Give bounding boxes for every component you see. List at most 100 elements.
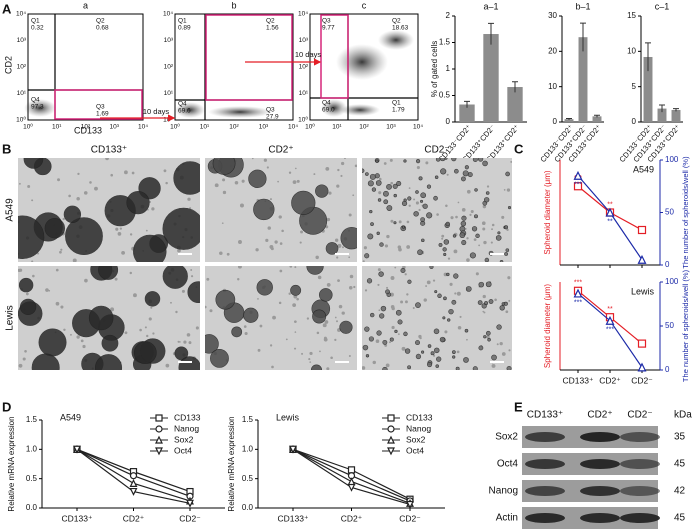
debris (432, 354, 436, 357)
debris (255, 248, 259, 252)
debris (226, 252, 230, 256)
spheroid (375, 180, 382, 186)
debris (398, 220, 402, 224)
legend-marker (155, 414, 163, 422)
y-tick-label: 10³ (17, 37, 27, 44)
x-axis-label: CD133 (74, 125, 102, 135)
debris (289, 266, 293, 268)
debris (32, 274, 35, 278)
debris (363, 246, 367, 250)
data-point (637, 225, 647, 235)
spheroid (315, 184, 329, 198)
debris (338, 304, 343, 309)
debris (470, 209, 474, 214)
spheroid (451, 299, 457, 305)
protein-label: Sox2 (495, 432, 518, 443)
spheroid (503, 225, 509, 230)
debris (446, 173, 449, 176)
debris (473, 238, 477, 241)
x-tick-label: 10⁴ (413, 124, 423, 131)
spheroid (98, 266, 119, 280)
significance: *** (574, 299, 582, 306)
debris (124, 331, 128, 335)
spheroid (18, 215, 45, 259)
spheroid (393, 193, 397, 198)
x-tick-label: CD2⁻ (179, 513, 201, 523)
spheroid (415, 158, 421, 164)
lane-label: CD2⁺ (587, 410, 612, 421)
debris (150, 306, 153, 309)
y-tick-label: 10² (164, 64, 174, 71)
band (620, 513, 660, 523)
debris (175, 310, 178, 314)
debris (507, 276, 511, 280)
y-tick-label: 10⁴ (163, 11, 173, 18)
y-tick-label: 1.5 (439, 38, 451, 47)
debris (270, 247, 274, 251)
spheroid (472, 158, 478, 162)
debris (271, 365, 274, 369)
y-tick-label: 1.0 (242, 444, 254, 453)
debris (165, 363, 170, 368)
legend-marker (387, 414, 395, 422)
spheroid (382, 339, 388, 345)
debris (441, 234, 445, 238)
spheroid (392, 183, 398, 189)
data-point (573, 182, 583, 191)
lane-label: CD133⁺ (527, 410, 563, 421)
x-tick-label: CD2⁻ (399, 513, 421, 523)
debris (131, 171, 135, 175)
spheroid (362, 344, 369, 351)
debris (292, 303, 297, 307)
debris (129, 271, 133, 275)
micrograph (205, 158, 357, 262)
data-point (129, 487, 138, 496)
spheroid (23, 158, 44, 169)
debris (324, 320, 329, 324)
debris (406, 220, 410, 224)
debris (426, 280, 431, 285)
debris (447, 257, 451, 260)
y-tick-label: 0.5 (242, 474, 254, 483)
quadrant-name: Q2 (392, 18, 401, 25)
spheroid (452, 355, 456, 359)
debris (114, 277, 118, 281)
debris (418, 334, 422, 339)
debris (334, 316, 337, 319)
data-point (637, 254, 647, 264)
debris (464, 228, 467, 230)
x-tick-label: CD133⁺ (62, 513, 93, 523)
debris (499, 342, 503, 346)
spheroid (178, 356, 200, 370)
spheroid (395, 309, 402, 316)
spheroid (442, 247, 447, 252)
debris (27, 184, 31, 188)
spheroid (440, 168, 447, 175)
spheroid (371, 187, 377, 192)
y-tick-label: 1.5 (26, 415, 38, 424)
spheroid (491, 354, 497, 361)
x-tick-label: 10² (229, 124, 239, 131)
spheroid (506, 365, 512, 370)
x-tick-label: 10⁰ (305, 123, 315, 131)
y-tick-label: 10³ (164, 37, 174, 44)
spheroid (433, 195, 438, 201)
spheroid (477, 158, 484, 162)
debris (475, 272, 479, 276)
spheroid (499, 305, 505, 311)
spheroid (461, 215, 467, 221)
cell-density (336, 44, 388, 80)
debris (341, 161, 345, 166)
spheroid (386, 184, 392, 190)
spheroid (210, 348, 229, 368)
x-tick-label: CD2⁻ (631, 375, 653, 385)
debris (190, 269, 193, 271)
spheroid (31, 353, 60, 370)
data-point (573, 288, 583, 298)
spheroid (365, 354, 370, 358)
debris (325, 166, 330, 171)
y-tick-label: 10⁰ (163, 116, 173, 124)
spheroid (436, 356, 442, 362)
spheroid (497, 231, 501, 235)
spheroid (162, 266, 188, 289)
